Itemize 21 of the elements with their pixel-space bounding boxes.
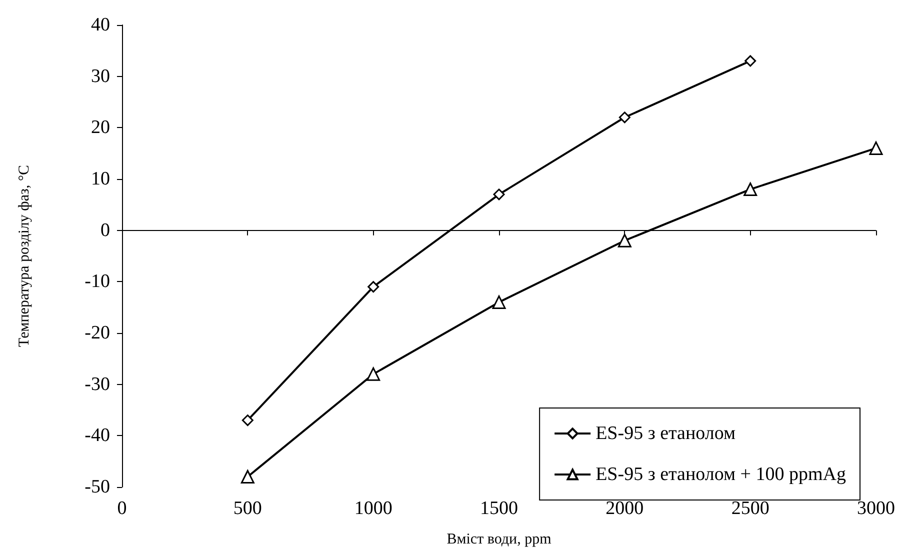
y-tick-label: -20 [84,322,110,344]
x-tick-label: 500 [233,498,262,519]
y-tick-label: 40 [91,14,110,36]
x-tick-label: 2500 [731,498,770,519]
y-tick-label: -10 [84,271,110,292]
y-tick-label: 0 [100,220,110,241]
y-tick-label: -30 [84,374,110,395]
x-tick-label: 1000 [354,498,392,519]
x-tick-label: 1500 [480,498,518,519]
legend-label: ES-95 з етанолом + 100 ppmAg [596,464,846,485]
y-tick-label: 30 [91,66,110,87]
x-tick-label: 3000 [857,498,895,519]
legend-label: ES-95 з етанолом [596,423,736,444]
y-axis-title: Температура розділу фаз, °C [16,165,32,347]
y-tick-label: 10 [91,168,110,190]
y-tick-label: -50 [84,476,110,498]
x-tick-label: 0 [117,498,127,519]
y-tick-label: 20 [91,117,110,138]
x-axis-title: Вміст води, ppm [446,532,552,548]
x-tick-label: 2000 [606,498,644,519]
y-tick-label: -40 [84,425,110,446]
